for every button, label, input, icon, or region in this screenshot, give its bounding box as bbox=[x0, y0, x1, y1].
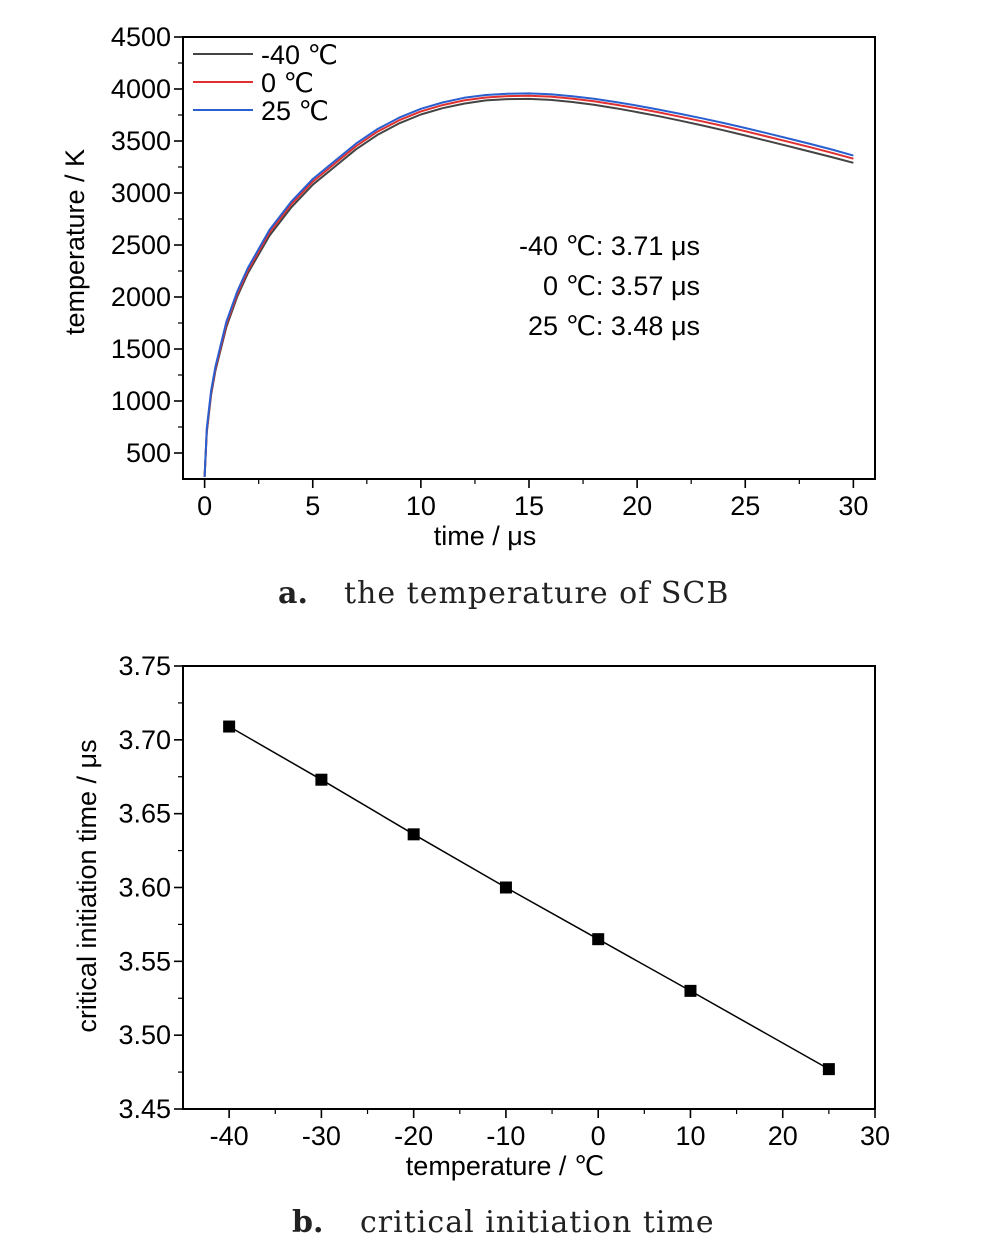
chart-a-series-line-2 bbox=[203, 92, 854, 477]
chart-a-y-tick-label-500: 500 bbox=[126, 438, 171, 468]
chart-b-point-minus30 bbox=[315, 773, 328, 786]
chart-a-series bbox=[203, 92, 854, 477]
chart-b-point-minus20 bbox=[407, 828, 420, 841]
chart-a-x-tick-label-0: 0 bbox=[197, 491, 212, 521]
chart-b-x-tick-label-minus10: -10 bbox=[486, 1121, 525, 1151]
chart-a-series-line-0 bbox=[203, 97, 854, 477]
chart-b-x-tick-label-10: 10 bbox=[675, 1121, 705, 1151]
chart-b-y-axis-title: critical initiation time / μs bbox=[72, 739, 102, 1032]
chart-a-y-axis-title: temperature / K bbox=[60, 149, 90, 335]
chart-b: -40 -30 -20 -10 0 10 20 30 3.45 3.50 3.55 3.60 3.65 3… bbox=[72, 651, 890, 1240]
chart-b-y-tick-label-3p7: 3.70 bbox=[118, 725, 171, 755]
chart-a-y-tick-label-1500: 1500 bbox=[111, 334, 171, 364]
chart-b-plot-frame bbox=[182, 665, 876, 1110]
chart-a-legend-label-1: 0 ℃ bbox=[261, 68, 314, 98]
chart-b-x-tick-label-minus20: -20 bbox=[394, 1121, 433, 1151]
chart-a-annotation-0: 0 ℃: 3.57 μs bbox=[543, 271, 700, 301]
chart-b-point-0 bbox=[592, 933, 605, 946]
chart-a-x-axis-title: time / μs bbox=[434, 521, 537, 551]
chart-a-x-tick-label-20: 20 bbox=[622, 491, 652, 521]
chart-b-x-tick-label-20: 20 bbox=[768, 1121, 798, 1151]
chart-b-y-tick-label-3p6: 3.60 bbox=[118, 873, 171, 903]
chart-b-y-tick-label-3p55: 3.55 bbox=[118, 946, 171, 976]
chart-b-x-tick-label-minus40: -40 bbox=[210, 1121, 249, 1151]
chart-a-x-tick-label-5: 5 bbox=[305, 491, 320, 521]
chart-b-y-tick-label-3p75: 3.75 bbox=[118, 651, 171, 681]
chart-b-ticks: -40 -30 -20 -10 0 10 20 30 3.45 3.50 3.55 3.60 3.65 3… bbox=[118, 651, 890, 1151]
chart-a-y-tick-label-2000: 2000 bbox=[111, 282, 171, 312]
chart-b-caption: critical initiation time bbox=[360, 1205, 715, 1240]
chart-a-x-tick-label-25: 25 bbox=[730, 491, 760, 521]
chart-a-annotation-minus40: -40 ℃: 3.71 μs bbox=[519, 231, 700, 261]
chart-a-y-tick-label-2500: 2500 bbox=[111, 230, 171, 260]
chart-a-x-tick-label-10: 10 bbox=[406, 491, 436, 521]
chart-b-x-tick-label-0: 0 bbox=[591, 1121, 606, 1151]
chart-a-legend-label-0: -40 ℃ bbox=[261, 40, 338, 70]
chart-b-y-tick-label-3p45: 3.45 bbox=[118, 1094, 171, 1124]
chart-a-ticks: 0 5 10 15 20 25 30 500 1000 1500 2000 2500 3000 3500 4… bbox=[111, 22, 868, 521]
chart-a-y-tick-label-3500: 3500 bbox=[111, 126, 171, 156]
chart-a-caption: the temperature of SCB bbox=[344, 576, 729, 611]
chart-a-series-line-1 bbox=[203, 94, 854, 477]
chart-b-point-minus10 bbox=[499, 881, 512, 894]
chart-b-point-25 bbox=[822, 1063, 835, 1076]
chart-b-y-tick-label-3p5: 3.50 bbox=[118, 1020, 171, 1050]
chart-b-series bbox=[223, 720, 835, 1076]
chart-b-x-axis-title: temperature / ℃ bbox=[406, 1151, 604, 1181]
chart-a-y-tick-label-4000: 4000 bbox=[111, 74, 171, 104]
chart-a: 0 5 10 15 20 25 30 500 1000 1500 2000 2500 3000 3500 4… bbox=[60, 22, 876, 611]
chart-a-caption-letter: a. bbox=[278, 576, 308, 611]
chart-b-x-tick-label-minus30: -30 bbox=[302, 1121, 341, 1151]
chart-a-legend: -40 ℃0 ℃25 ℃ bbox=[193, 40, 338, 126]
chart-a-legend-label-2: 25 ℃ bbox=[261, 96, 329, 126]
chart-b-caption-letter: b. bbox=[292, 1205, 323, 1240]
chart-b-x-tick-label-30: 30 bbox=[860, 1121, 890, 1151]
chart-a-y-tick-label-3000: 3000 bbox=[111, 178, 171, 208]
chart-a-y-tick-label-4500: 4500 bbox=[111, 22, 171, 52]
chart-a-x-tick-label-15: 15 bbox=[514, 491, 544, 521]
chart-a-x-tick-label-30: 30 bbox=[838, 491, 868, 521]
chart-b-point-10 bbox=[684, 984, 697, 997]
chart-b-point-minus40 bbox=[223, 720, 236, 733]
chart-a-annotation-25: 25 ℃: 3.48 μs bbox=[528, 311, 700, 341]
chart-a-y-tick-label-1000: 1000 bbox=[111, 386, 171, 416]
chart-b-y-tick-label-3p65: 3.65 bbox=[118, 799, 171, 829]
